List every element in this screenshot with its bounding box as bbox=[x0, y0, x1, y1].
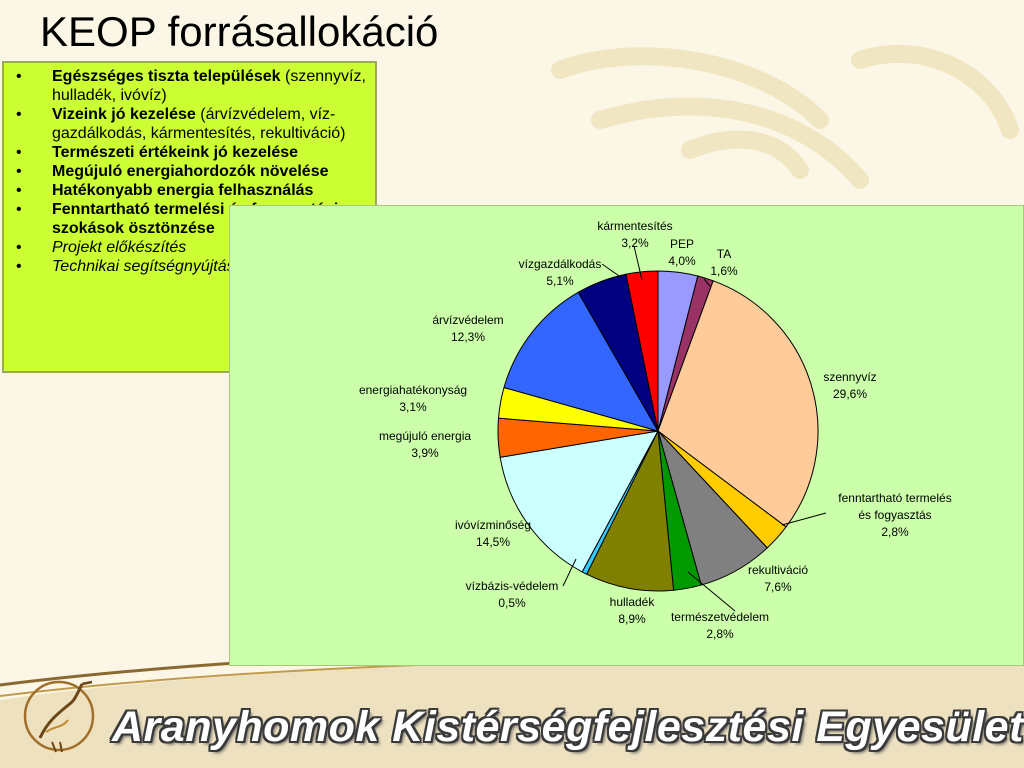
leader-line-3 bbox=[781, 512, 827, 526]
slice-label-10: energiahatékonyság 3,1% bbox=[359, 383, 467, 414]
slice-label-12: vízgazdálkodás 5,1% bbox=[519, 257, 602, 288]
pie-chart: PEP 4,0% TA 1,6% szennyvíz 29,6% fenntartható … bbox=[359, 219, 952, 641]
pie-slice-8 bbox=[499, 430, 659, 573]
pie-slice-11 bbox=[503, 291, 660, 432]
slice-label-2: szennyvíz 29,6% bbox=[823, 370, 876, 401]
heron-logo-icon bbox=[23, 680, 95, 753]
pie-slice-2 bbox=[657, 280, 819, 528]
leader-line-5 bbox=[687, 571, 736, 612]
bullet-item: Egészséges tiszta települések (szennyvíz… bbox=[12, 67, 369, 105]
slice-label-5: természetvédelem 2,8% bbox=[671, 610, 769, 641]
leader-line-1 bbox=[703, 278, 711, 287]
slice-label-11: árvízvédelem 12,3% bbox=[432, 313, 503, 344]
bullet-item: Projekt előkészítés bbox=[12, 238, 369, 257]
organization-footer-title: Aranyhomok Kistérségfejlesztési Egyesüle… bbox=[112, 703, 1024, 751]
slice-label-13: kármentesítés 3,2% bbox=[597, 219, 672, 250]
slice-label-6: hulladék 8,9% bbox=[610, 595, 656, 626]
bullet-item: Természeti értékeink jó kezelése bbox=[12, 143, 369, 162]
pie-slice-13 bbox=[625, 270, 659, 432]
bullet-item: Megújuló energiahordozók növelése bbox=[12, 162, 369, 181]
slice-label-0: PEP 4,0% bbox=[668, 237, 696, 268]
slice-label-4: rekultiváció 7,6% bbox=[748, 563, 808, 594]
bullet-item: Technikai segítségnyújtás bbox=[12, 257, 369, 276]
bullet-item: Hatékonyabb energia felhasználás bbox=[12, 181, 369, 200]
leader-line-12 bbox=[601, 263, 623, 279]
slice-label-3: fenntartható termelés és fogyasztás 2,8% bbox=[838, 491, 951, 539]
pie-chart-panel: PEP 4,0% TA 1,6% szennyvíz 29,6% fenntartható … bbox=[229, 205, 1024, 666]
leader-line-13 bbox=[633, 245, 643, 281]
bullet-item: Vizeink jó kezelése (árvízvédelem, víz-g… bbox=[12, 105, 369, 143]
slide-title: KEOP forrásallokáció bbox=[40, 8, 439, 55]
slice-label-8: ivóvízminőség 14,5% bbox=[455, 518, 531, 549]
pie-slice-6 bbox=[585, 429, 675, 592]
slice-label-9: megújuló energia 3,9% bbox=[379, 429, 471, 460]
slice-label-1: TA 1,6% bbox=[710, 247, 738, 278]
leader-line-7 bbox=[562, 558, 577, 587]
slice-label-7: vízbázis-védelem 0,5% bbox=[466, 579, 559, 610]
